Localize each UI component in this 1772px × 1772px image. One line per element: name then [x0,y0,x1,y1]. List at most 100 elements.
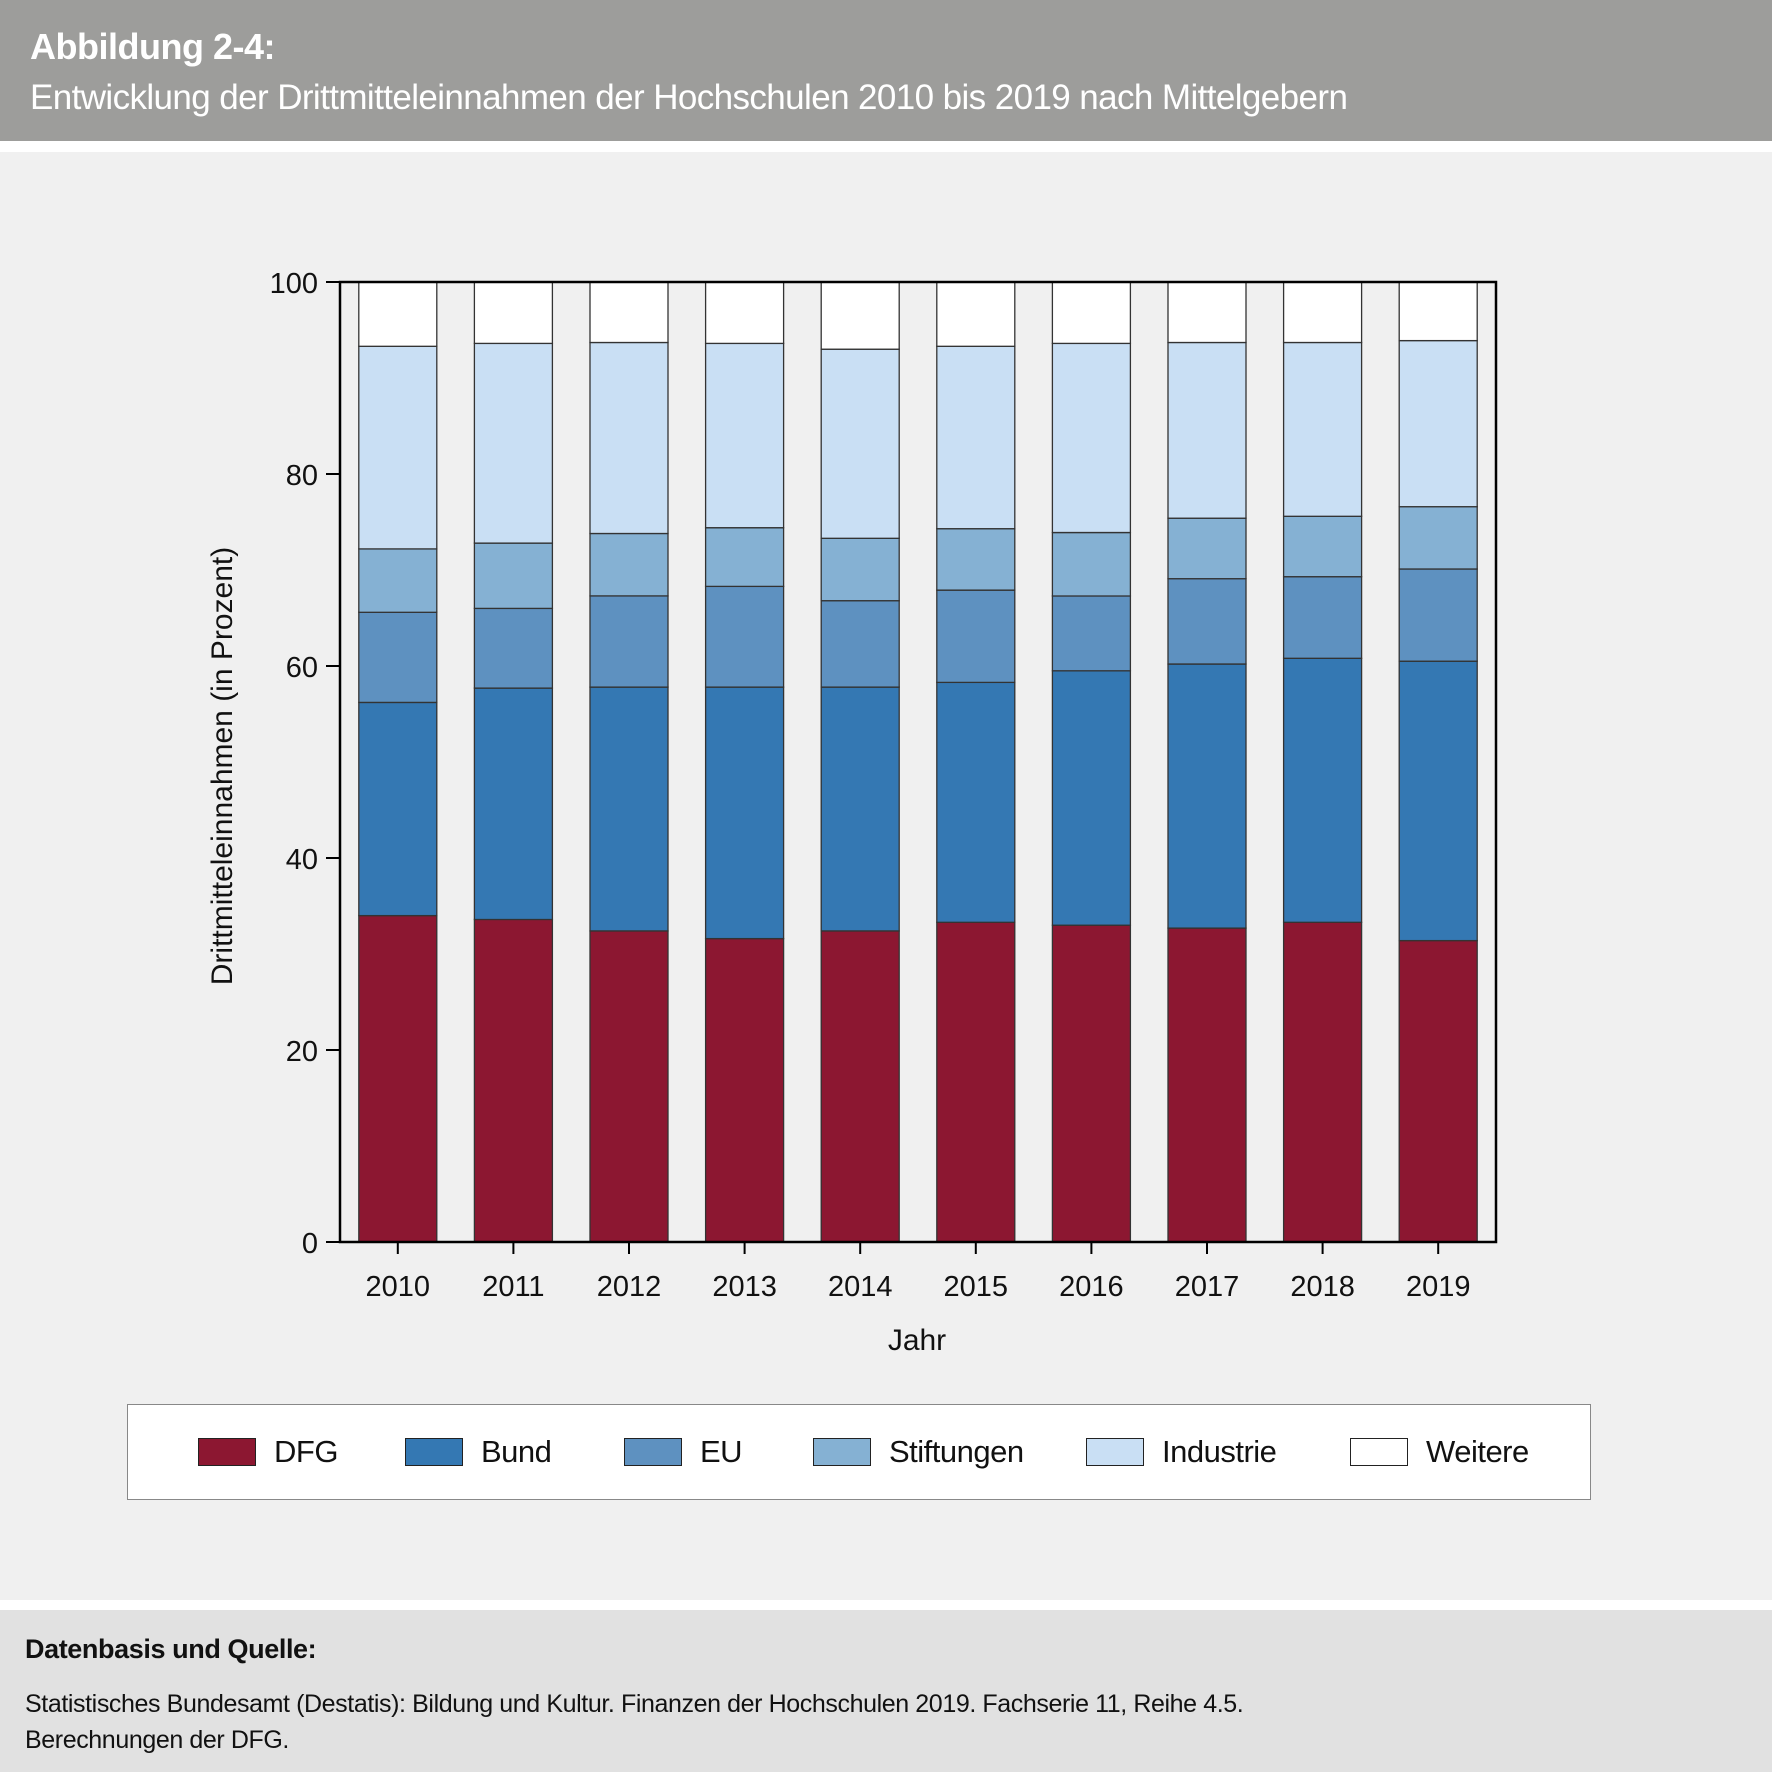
bar-segment-weitere-2010 [358,281,438,347]
bar-segment-stiftungen-2016 [1051,531,1132,597]
bar-segment-eu-2013 [704,585,785,688]
legend-item-dfg: DFG [198,1434,338,1469]
bar-segment-weitere-2017 [1167,281,1247,344]
x-tick-label: 2012 [597,1271,662,1303]
legend-swatch [198,1438,256,1466]
source-heading: Datenbasis und Quelle: [25,1634,317,1664]
bar-segment-weitere-2013 [704,281,785,345]
bar-segment-industrie-2014 [820,348,900,539]
figure-label: Abbildung 2-4: [30,26,275,67]
plot-frame [338,280,1498,1244]
bar-segment-industrie-2011 [473,342,554,544]
bar-segment-dfg-2016 [1051,924,1132,1243]
bar-segment-dfg-2014 [820,930,900,1243]
figure-header: Abbildung 2-4: Entwicklung der Drittmitt… [0,0,1772,141]
bar-segment-bund-2019 [1398,660,1478,942]
bar-segment-dfg-2017 [1167,927,1247,1243]
legend: DFG Bund EU Stiftungen Industrie Weitere [127,1404,1591,1500]
legend-label: Weitere [1426,1434,1529,1469]
bar-segment-bund-2014 [820,686,900,932]
bar-segment-weitere-2014 [820,281,900,350]
axes-group: 2010 2011 2012 2013 2014 2015 2016 2017 2018 2019… [270,268,1498,1303]
bar-segment-stiftungen-2018 [1282,515,1363,578]
bar-segment-industrie-2010 [358,345,438,550]
bar-segment-weitere-2011 [473,281,554,345]
legend-swatch [1350,1438,1408,1466]
legend-item-eu: EU [624,1434,743,1469]
legend-swatch [624,1438,682,1466]
y-axis-label: Drittmitteleinnahmen (in Prozent) [206,547,239,986]
bar-segment-weitere-2018 [1282,281,1363,344]
bar-segment-eu-2017 [1167,577,1247,665]
bar-segment-eu-2015 [936,589,1016,684]
bar-segment-industrie-2013 [704,342,785,529]
legend-label: EU [700,1434,743,1469]
source-text: Statistisches Bundesamt (Destatis): Bild… [25,1690,1244,1718]
bar-segment-dfg-2011 [473,918,554,1243]
bar-segment-bund-2011 [473,687,554,921]
bar-segment-bund-2015 [936,681,1016,923]
x-tick-label: 2013 [712,1271,777,1303]
x-tick-label: 2010 [366,1271,431,1303]
bar-segment-industrie-2016 [1051,342,1132,534]
figure-title: Entwicklung der Drittmitteleinnahmen der… [30,78,1348,117]
legend-label: Stiftungen [889,1434,1024,1469]
bar-segment-industrie-2017 [1167,341,1247,519]
bar-segment-dfg-2019 [1398,939,1478,1243]
bar-segment-stiftungen-2014 [820,537,900,602]
bar-segment-stiftungen-2019 [1398,505,1478,570]
x-tick-label: 2017 [1175,1271,1240,1303]
bar-segment-weitere-2015 [936,281,1016,347]
legend-label: DFG [274,1434,338,1469]
bar-segment-industrie-2015 [936,345,1016,530]
y-tick-label: 40 [286,844,318,876]
x-tick-label: 2019 [1406,1271,1471,1303]
legend-label: Industrie [1162,1434,1277,1469]
bar-segment-industrie-2018 [1282,341,1363,517]
bar-segment-bund-2010 [358,701,438,917]
bar-segment-dfg-2015 [936,921,1016,1243]
legend-item-bund: Bund [405,1434,552,1469]
bar-segment-dfg-2018 [1282,921,1363,1243]
bar-segment-eu-2016 [1051,595,1132,672]
legend-item-weitere: Weitere [1350,1434,1529,1469]
bar-segment-stiftungen-2012 [589,532,669,597]
bar-segment-bund-2012 [589,686,669,932]
legend-item-industrie: Industrie [1086,1434,1277,1469]
x-axis-label: Jahr [888,1324,946,1357]
bar-segment-stiftungen-2011 [473,542,554,610]
bar-segment-eu-2012 [589,595,669,688]
legend-swatch [405,1438,463,1466]
bar-segment-industrie-2019 [1398,339,1478,508]
x-tick-label: 2018 [1290,1271,1355,1303]
bar-segment-weitere-2016 [1051,281,1132,345]
source-note: Berechnungen der DFG. [25,1726,289,1754]
bar-segment-dfg-2012 [589,930,669,1243]
legend-swatch [1086,1438,1144,1466]
chart-area: 2010 2011 2012 2013 2014 2015 2016 2017 2018 2019… [0,152,1772,1600]
y-tick-label: 60 [286,652,318,684]
bars-group [358,281,1478,1243]
bar-segment-stiftungen-2013 [704,527,785,588]
bar-segment-weitere-2012 [589,281,669,344]
x-tick-label: 2014 [828,1271,893,1303]
legend-item-stiftungen: Stiftungen [813,1434,1024,1469]
bar-segment-dfg-2013 [704,937,785,1243]
y-tick-label: 100 [270,268,318,300]
legend-label: Bund [481,1434,552,1469]
x-tick-label: 2016 [1059,1271,1124,1303]
bar-segment-eu-2014 [820,600,900,688]
bar-segment-stiftungen-2017 [1167,517,1247,580]
x-tick-label: 2011 [482,1271,544,1303]
bar-segment-stiftungen-2010 [358,548,438,613]
bar-segment-bund-2013 [704,686,785,940]
y-tick-label: 0 [302,1228,318,1260]
bar-segment-stiftungen-2015 [936,528,1016,591]
stacked-bar-chart: 2010 2011 2012 2013 2014 2015 2016 2017 2018 2019… [206,268,1498,1357]
bar-segment-bund-2016 [1051,670,1132,926]
source-footer: Datenbasis und Quelle: Statistisches Bun… [0,1610,1772,1772]
bar-segment-bund-2017 [1167,663,1247,929]
bar-segment-weitere-2019 [1398,281,1478,342]
y-tick-label: 80 [286,460,318,492]
bar-segment-industrie-2012 [589,341,669,535]
